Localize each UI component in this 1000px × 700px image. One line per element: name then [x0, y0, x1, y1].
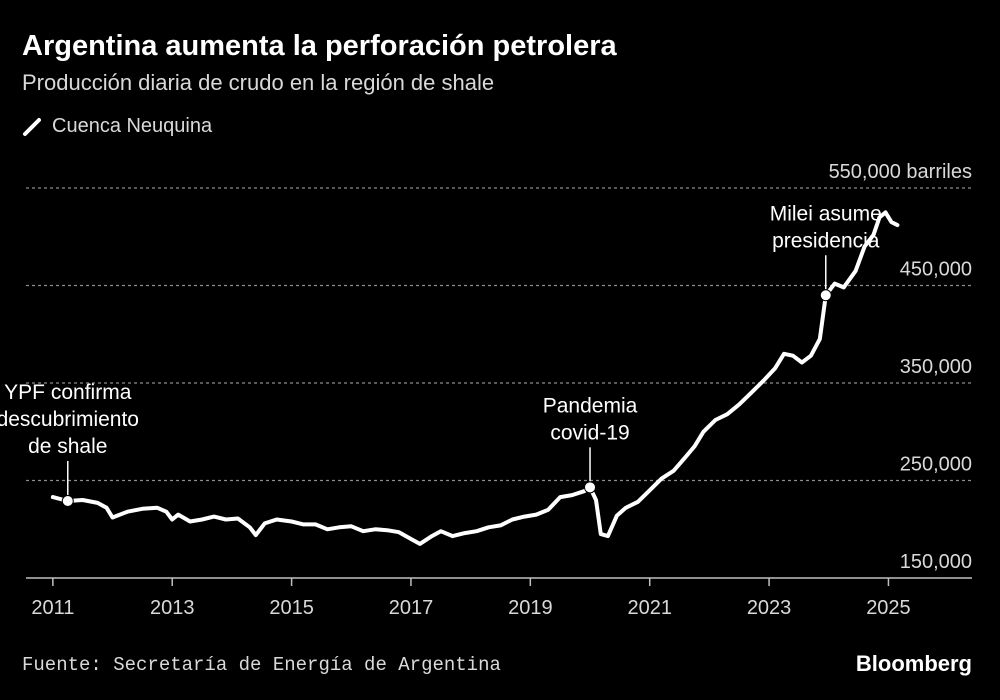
- annotation-dot: [584, 481, 597, 494]
- x-tick-label: 2013: [150, 597, 195, 619]
- bloomberg-logo: Bloomberg: [855, 651, 972, 676]
- annotation: Pandemia covid-19: [543, 394, 638, 494]
- x-tick-label: 2017: [389, 597, 434, 619]
- y-tick-label: 550,000 barriles: [829, 161, 972, 183]
- legend-line-icon: [23, 117, 41, 136]
- chart-subtitle: Producción diaria de crudo en la región …: [22, 70, 495, 95]
- source-note: Fuente: Secretaría de Energía de Argenti…: [22, 654, 501, 676]
- x-tick-label: 2019: [508, 597, 553, 619]
- annotation-label-line: Pandemia: [543, 394, 638, 417]
- x-tick-label: 2015: [269, 597, 314, 619]
- y-tick-label: 250,000: [900, 454, 972, 476]
- annotation: Milei asume presidencia: [770, 202, 882, 302]
- annotation-label-line: de shale: [28, 435, 107, 458]
- series-layer: [50, 210, 900, 546]
- x-tick-label: 2023: [747, 597, 792, 619]
- x-tick-label: 2011: [31, 597, 74, 619]
- annotation-label-line: Milei asume: [770, 202, 882, 225]
- chart-legend: Cuenca Neuquina: [22, 115, 212, 138]
- annotation-label-line: covid-19: [550, 421, 629, 444]
- annotation: YPF confirma descubrimiento de shale: [0, 381, 139, 507]
- x-tick-label: 2021: [627, 597, 672, 619]
- legend-label: Cuenca Neuquina: [52, 115, 213, 137]
- annotation-dot: [819, 289, 832, 302]
- series-line-cuenca-neuquina: [50, 210, 900, 546]
- annotation-label-line: presidencia: [772, 229, 880, 252]
- x-tick-label: 2025: [866, 597, 911, 619]
- gridlines: [26, 187, 972, 482]
- axes: 150,000 250,000 350,000 450,000 550,000 barr…: [26, 161, 972, 619]
- chart-title: Argentina aumenta la perforación petrole…: [22, 30, 617, 62]
- y-tick-label: 150,000: [900, 551, 972, 573]
- annotation-label-line: descubrimiento: [0, 408, 139, 431]
- annotation-label-line: YPF confirma: [4, 381, 132, 404]
- annotation-dot: [61, 494, 74, 507]
- y-tick-label: 450,000: [900, 259, 972, 281]
- annotations: YPF confirma descubrimiento de shale Pandem…: [0, 202, 882, 507]
- y-tick-label: 350,000: [900, 356, 972, 378]
